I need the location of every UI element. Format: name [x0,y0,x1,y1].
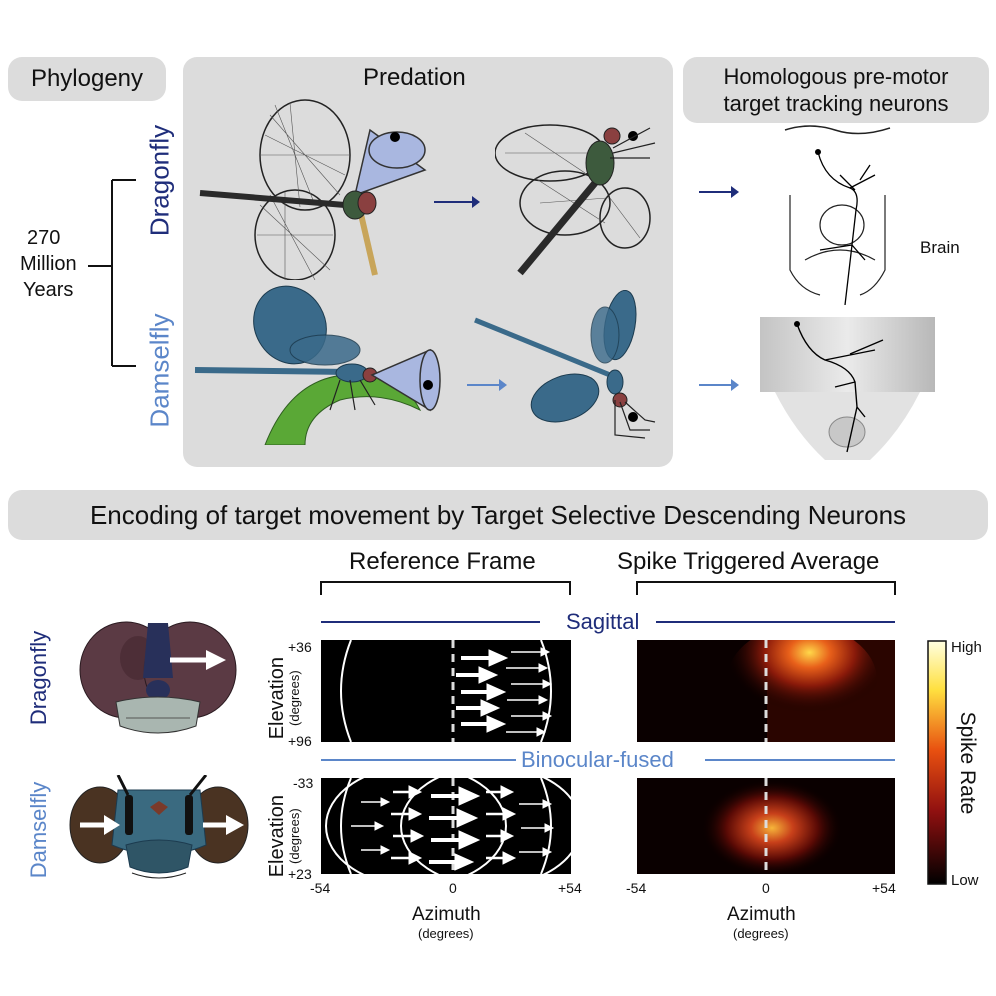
sta-azimuth-title: Azimuth [727,904,796,925]
sagittal-label: Sagittal [566,609,640,634]
phylogeny-label: Phylogeny [30,65,144,92]
sta-az-left: -54 [626,880,647,896]
binocular-label: Binocular-fused [521,747,674,772]
sagittal-elev-bottom: +96 [288,733,312,749]
sagittal-elev-top: +36 [288,639,312,655]
dragonfly-perched-illustration [199,99,427,280]
neuron-arrow-dragonfly [699,186,739,198]
colorbar-high-label: High [951,639,982,656]
damselfly-head-illustration [69,775,249,879]
predation-arrow-dragonfly [434,196,480,208]
damselfly-perched-illustration [194,285,441,445]
reference-frame-label: Reference Frame [349,548,536,575]
elevation-title: Elevation [265,795,288,878]
ref-az-right: +54 [558,880,582,896]
damselfly-flying-illustration [474,290,656,439]
dragonfly-label-bottom: Dragonfly [26,630,51,726]
brain-label: Brain [920,238,960,257]
damselfly-label-bottom: Damselfly [26,781,51,879]
spike-rate-colorbar [927,640,947,885]
predation-arrow-damselfly [467,379,507,391]
reference-frame-sagittal [321,640,571,742]
reference-frame-binocular [321,778,571,874]
ref-azimuth-title: Azimuth [412,904,481,925]
sta-label: Spike Triggered Average [617,548,880,575]
time-label-million: Million [20,253,77,275]
homologous-label-line2: target tracking neurons [723,91,949,116]
binocular-elev-top: -33 [293,775,314,791]
dragonfly-brain-neuron-diagram [784,125,891,305]
sta-az-right: +54 [872,880,896,896]
predation-label: Predation [363,64,466,91]
neuron-arrow-damselfly [699,379,739,391]
ref-az-mid: 0 [449,880,457,896]
sta-az-mid: 0 [762,880,770,896]
section-title: Encoding of target movement by Target Se… [89,499,907,530]
sta-heatmap-binocular [637,778,895,874]
homologous-header: Homologous pre-motor target tracking neu… [683,57,989,123]
sta-azimuth-units: (degrees) [733,926,789,941]
elevation-title: Elevation [265,657,288,740]
time-label-number: 270 [27,227,61,249]
dragonfly-flying-illustration [495,124,656,276]
ref-az-left: -54 [310,880,331,896]
ref-azimuth-units: (degrees) [418,926,474,941]
colorbar-title: Spike Rate [956,711,979,815]
homologous-label-line1: Homologous pre-motor [723,63,949,89]
colorbar-low-label: Low [951,872,979,889]
binocular-elev-bottom: +23 [288,866,312,882]
phylogeny-header: Phylogeny [8,57,166,101]
section-title-banner: Encoding of target movement by Target Se… [8,490,988,540]
time-label-years: Years [23,279,74,301]
sta-heatmap-sagittal [637,640,895,742]
dragonfly-head-illustration [79,621,237,734]
damselfly-brain-image [760,317,935,460]
